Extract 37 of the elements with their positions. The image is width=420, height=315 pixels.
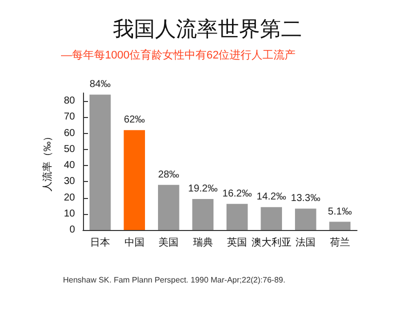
- bar: [329, 222, 350, 230]
- x-tick-label: 法国: [296, 236, 316, 248]
- y-tick-label: 50: [64, 144, 76, 155]
- y-tick-label: 20: [64, 192, 76, 204]
- data-label: 19.2‰: [188, 184, 218, 195]
- bar: [158, 184, 180, 230]
- x-tick-label: 瑞典: [192, 236, 213, 248]
- data-label: 16.2‰: [222, 188, 252, 200]
- x-tick-label: 英国: [227, 236, 248, 248]
- bar: [260, 207, 282, 230]
- bar: [90, 94, 111, 230]
- bar: [226, 204, 248, 230]
- y-tick-label: 70: [64, 112, 76, 123]
- data-label: 84‰: [90, 79, 111, 90]
- bar: [124, 130, 145, 230]
- data-label: 14.2‰: [256, 192, 286, 203]
- y-tick-label: 60: [64, 128, 76, 139]
- bar: [192, 199, 214, 230]
- data-label: 62‰: [124, 114, 145, 126]
- y-tick-label: 30: [64, 176, 76, 188]
- text: Henshaw SK. Fam Plann Perspect. 1990 Mar-Apr;22(2):76-89.: [63, 276, 286, 284]
- x-tick-label: 美国: [158, 236, 179, 248]
- chart-title: 我国人流率世界第二: [113, 18, 302, 41]
- data-label: 28‰: [158, 169, 180, 180]
- data-label: 13.3‰: [290, 193, 320, 204]
- y-axis-title: 人流率（‰）: [41, 132, 54, 192]
- chart-subtitle: —每年每1000位育龄女性中有62位进行人工流产: [61, 48, 296, 62]
- x-tick-label: 澳大利亚: [251, 236, 292, 248]
- y-tick-label: 40: [64, 160, 76, 172]
- bar: [295, 208, 316, 230]
- x-tick-label: 日本: [90, 236, 110, 248]
- y-tick-label: 0: [69, 224, 76, 236]
- x-tick-label: 中国: [124, 236, 144, 248]
- y-tick-label: 10: [64, 208, 76, 220]
- x-tick-label: 荷兰: [330, 236, 350, 248]
- data-label: 5.1‰: [328, 206, 352, 218]
- y-tick-label: 80: [64, 96, 76, 107]
